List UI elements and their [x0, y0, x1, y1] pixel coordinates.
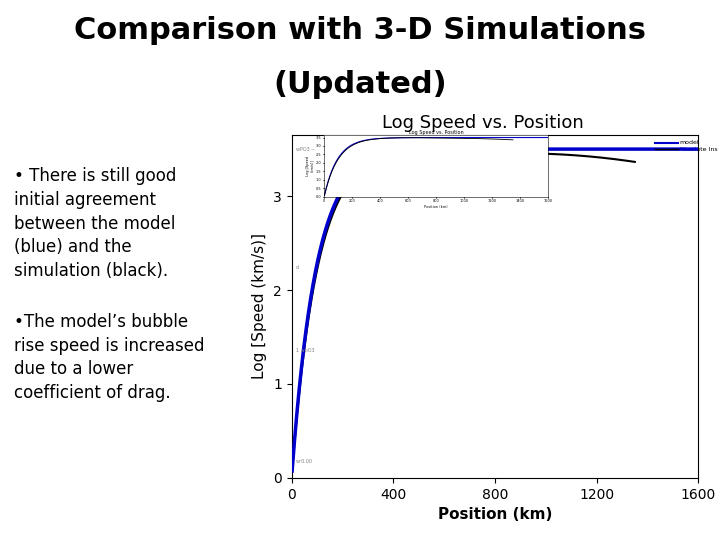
Text: wPO3 --: wPO3 -- [296, 147, 315, 152]
Text: Absolute Ins: Absolute Ins [680, 146, 718, 152]
Y-axis label: Log [Speed (km/s)]: Log [Speed (km/s)] [253, 233, 267, 380]
Text: Log Speed vs. Position: Log Speed vs. Position [382, 114, 583, 132]
Text: d: d [296, 265, 299, 271]
X-axis label: Position (km): Position (km) [438, 507, 552, 522]
Text: wr0.00: wr0.00 [296, 459, 312, 464]
Text: 1 wpO3: 1 wpO3 [296, 348, 315, 353]
Text: •The model’s bubble
rise speed is increased
due to a lower
coefficient of drag.: •The model’s bubble rise speed is increa… [14, 313, 205, 402]
Text: Comparison with 3-D Simulations: Comparison with 3-D Simulations [74, 16, 646, 45]
Text: model: model [680, 140, 699, 145]
Text: (Updated): (Updated) [273, 70, 447, 99]
Text: • There is still good
initial agreement
between the model
(blue) and the
simulat: • There is still good initial agreement … [14, 167, 177, 280]
